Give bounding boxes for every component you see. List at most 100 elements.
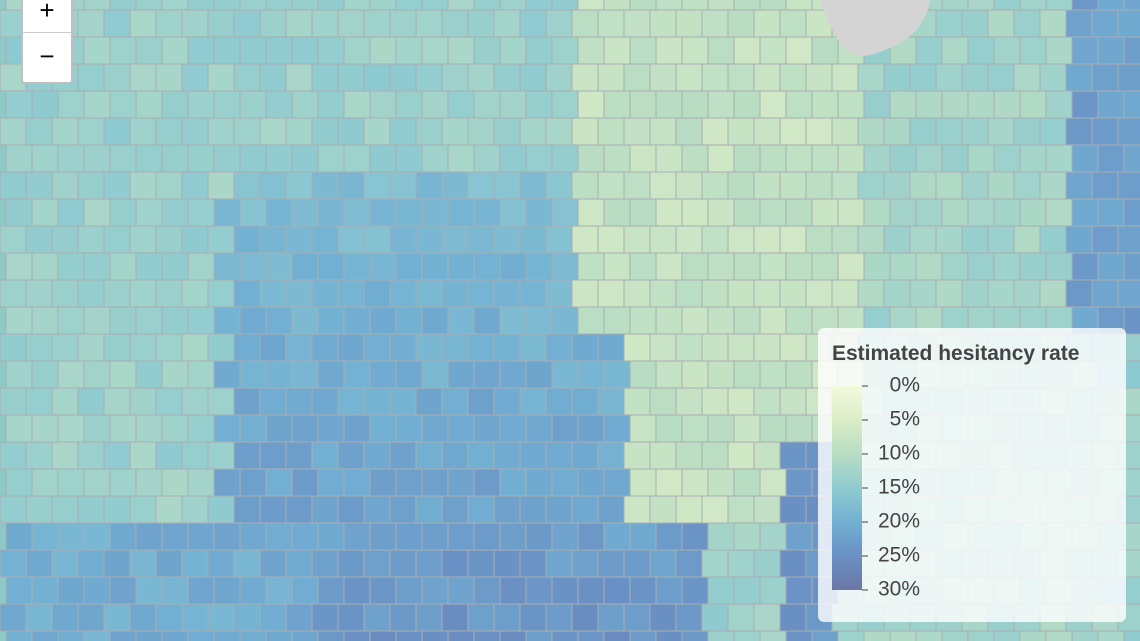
county [181,279,209,308]
county [285,495,313,524]
county [707,306,735,335]
county [363,117,391,146]
county [707,468,735,497]
county [1045,198,1073,227]
county [577,522,605,551]
legend-tick-label: 20% [878,510,920,533]
county [25,117,53,146]
county [525,90,553,119]
county [759,252,787,281]
county [681,630,709,641]
county [135,306,163,335]
county [109,414,137,443]
county [629,0,657,11]
county [421,306,449,335]
county [863,198,891,227]
county [291,0,319,11]
county [103,387,131,416]
county [311,441,339,470]
county [577,198,605,227]
county [233,549,261,578]
county [291,360,319,389]
county [395,198,423,227]
county [603,36,631,65]
county [31,630,59,641]
county [519,117,547,146]
county [1019,144,1047,173]
county [233,441,261,470]
county [389,171,417,200]
legend-scale: 0% 5% 10% 15% 20% 25% 30% [832,374,920,601]
county [77,387,105,416]
county [675,9,703,38]
county [571,603,599,632]
county [337,333,365,362]
county [239,414,267,443]
county [707,36,735,65]
county [155,279,183,308]
county [83,576,111,605]
county [649,63,677,92]
county [883,117,911,146]
county [369,144,397,173]
county [1097,90,1125,119]
county [207,387,235,416]
county [5,360,33,389]
county [655,360,683,389]
county [467,441,495,470]
county [187,576,215,605]
county [519,333,547,362]
zoom-in-button[interactable]: + [39,0,55,25]
county [889,252,917,281]
county [421,630,449,641]
zoom-out-button[interactable]: − [23,32,71,83]
county [181,603,209,632]
county [961,117,989,146]
county [577,144,605,173]
county [395,522,423,551]
county [421,144,449,173]
county [57,252,85,281]
county [597,387,625,416]
county [1123,468,1140,497]
county [83,36,111,65]
county [525,414,553,443]
county [597,63,625,92]
county [987,225,1015,254]
county [265,576,293,605]
county [51,603,79,632]
county [733,468,761,497]
county [389,549,417,578]
county [155,117,183,146]
legend: Estimated hesitancy rate 0% 5% 10% 15% 20% 25… [818,328,1126,622]
county [519,63,547,92]
county [655,522,683,551]
county [317,522,345,551]
county [525,360,553,389]
county [57,522,85,551]
county [701,387,729,416]
county [285,63,313,92]
county [317,306,345,335]
county [5,90,33,119]
county [551,36,579,65]
legend-title: Estimated hesitancy rate [832,342,1080,365]
county [1045,144,1073,173]
county [1019,252,1047,281]
county [733,144,761,173]
county [577,576,605,605]
county [1019,36,1047,65]
county [1019,0,1047,11]
county [649,279,677,308]
county [499,252,527,281]
county [25,441,53,470]
county [545,279,573,308]
county [259,63,287,92]
county [207,441,235,470]
county [441,495,469,524]
county [5,306,33,335]
county [337,495,365,524]
county [5,252,33,281]
county [727,387,755,416]
